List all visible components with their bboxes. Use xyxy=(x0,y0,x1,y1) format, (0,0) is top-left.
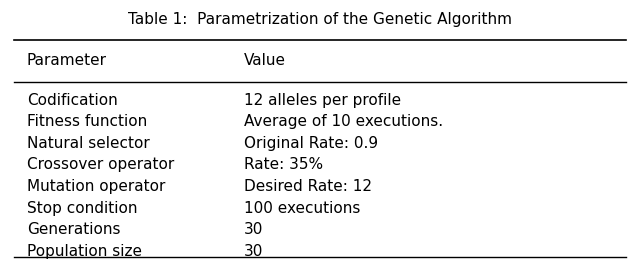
Text: Table 1:  Parametrization of the Genetic Algorithm: Table 1: Parametrization of the Genetic … xyxy=(128,12,512,27)
Text: Generations: Generations xyxy=(27,222,120,237)
Text: Value: Value xyxy=(244,53,285,68)
Text: Stop condition: Stop condition xyxy=(27,201,138,215)
Text: Parameter: Parameter xyxy=(27,53,107,68)
Text: 30: 30 xyxy=(244,222,263,237)
Text: Codification: Codification xyxy=(27,93,118,108)
Text: Rate: 35%: Rate: 35% xyxy=(244,157,323,172)
Text: Mutation operator: Mutation operator xyxy=(27,179,165,194)
Text: Average of 10 executions.: Average of 10 executions. xyxy=(244,114,443,129)
Text: 12 alleles per profile: 12 alleles per profile xyxy=(244,93,401,108)
Text: Original Rate: 0.9: Original Rate: 0.9 xyxy=(244,136,378,151)
Text: 100 executions: 100 executions xyxy=(244,201,360,215)
Text: Crossover operator: Crossover operator xyxy=(27,157,174,172)
Text: Natural selector: Natural selector xyxy=(27,136,150,151)
Text: Desired Rate: 12: Desired Rate: 12 xyxy=(244,179,372,194)
Text: Fitness function: Fitness function xyxy=(27,114,147,129)
Text: 30: 30 xyxy=(244,244,263,259)
Text: Population size: Population size xyxy=(27,244,142,259)
